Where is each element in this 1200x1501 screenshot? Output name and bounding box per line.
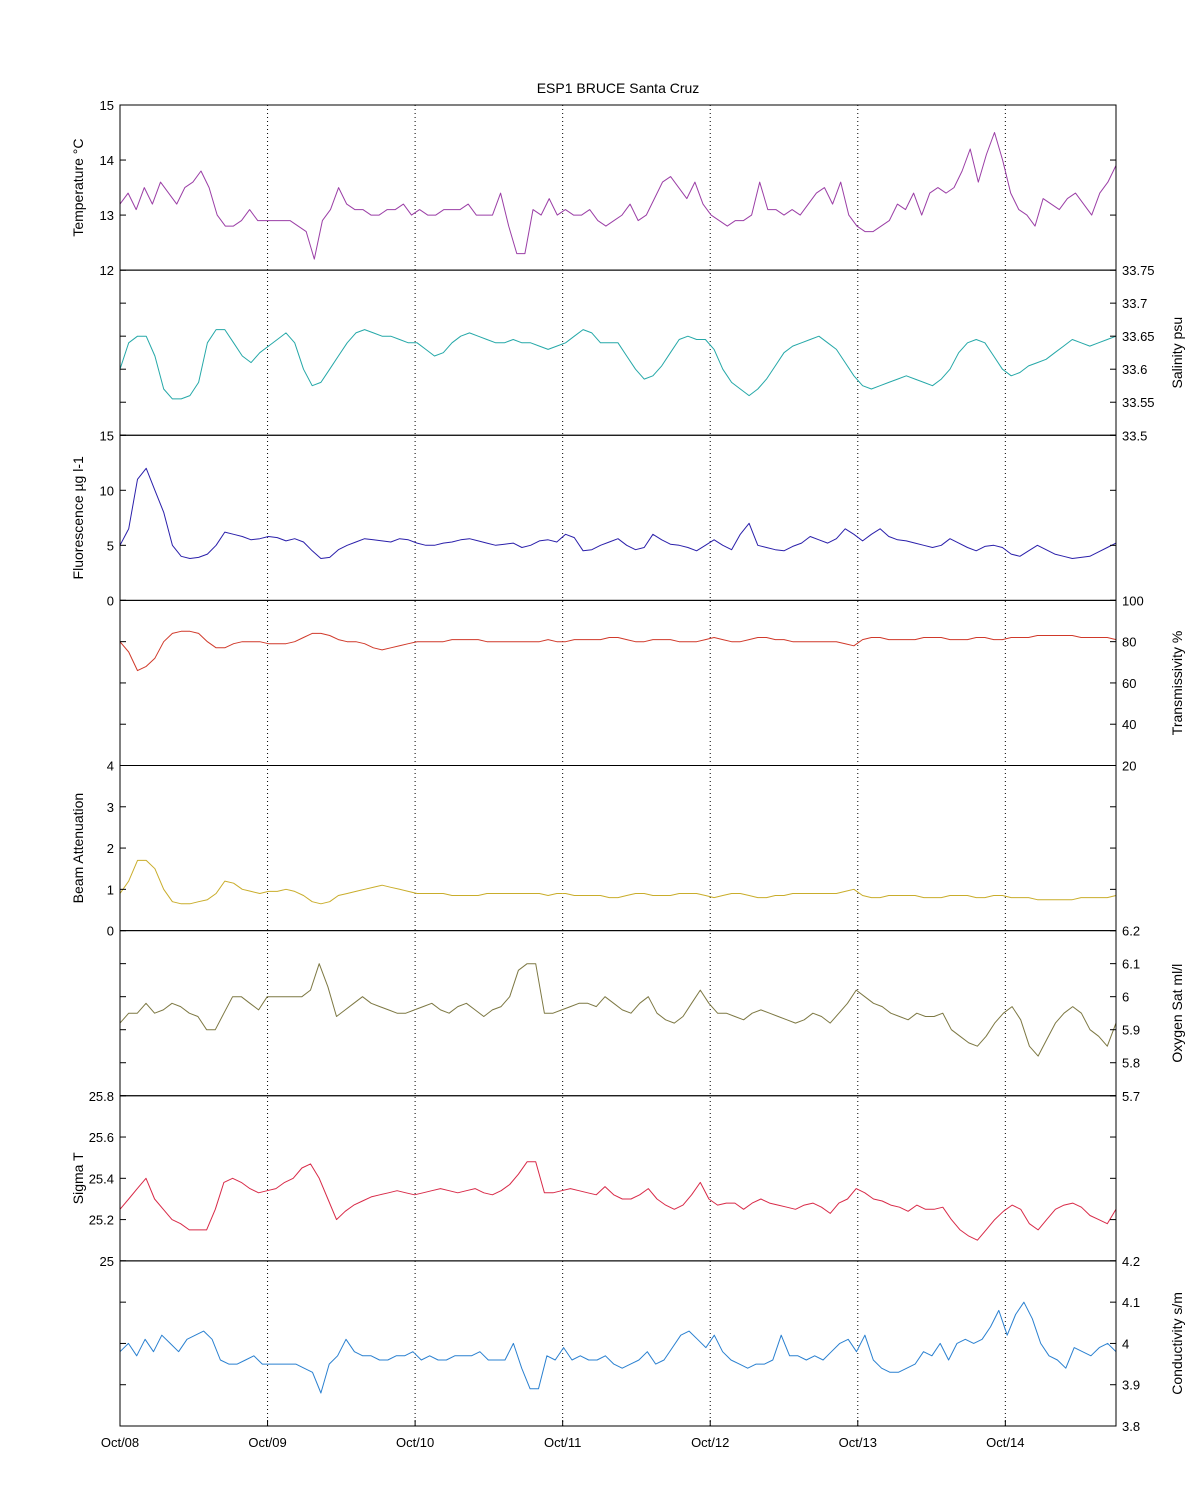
panel-5-ytick-label-0: 0 <box>107 924 114 939</box>
panel-1-ytick-label-3: 15 <box>100 98 114 113</box>
panel-5-frame <box>119 765 1117 932</box>
panel-5-axis-title: Beam Attenuation <box>70 793 86 904</box>
panel-4-frame <box>119 599 1117 766</box>
panel-7-ytick-label-0: 25 <box>100 1254 114 1269</box>
panel-6-ytick-label-4: 6.1 <box>1122 957 1140 972</box>
panel-6-ytick-label-2: 5.9 <box>1122 1023 1140 1038</box>
panel-2-ytick-label-1: 33.55 <box>1122 395 1155 410</box>
panel-3-axis-title: Fluorescence µg l-1 <box>70 456 86 579</box>
y-axis-titles: Temperature °C Salinity psu Fluorescence µ… <box>70 138 1185 1394</box>
panel-1-ytick-label-2: 14 <box>100 153 114 168</box>
panel-8-axis-title: Conductivity s/m <box>1169 1292 1185 1395</box>
panel-3-ytick-label-2: 10 <box>100 483 114 498</box>
panel-2-axis-title: Salinity psu <box>1169 317 1185 389</box>
xtick-label-6: Oct/14 <box>986 1435 1024 1450</box>
panel-1-ytick-label-1: 13 <box>100 208 114 223</box>
panel-7-ytick-label-2: 25.4 <box>89 1171 114 1186</box>
y-axis-ticks: 1213141533.533.5533.633.6533.733.7505101… <box>89 98 1155 1434</box>
panel-4-ytick-label-3: 80 <box>1122 635 1136 650</box>
panel-8-series-line <box>119 1301 1117 1394</box>
panel-6-frame <box>119 930 1117 1097</box>
panel-5-ytick-label-3: 3 <box>107 800 114 815</box>
xtick-label-0: Oct/08 <box>101 1435 139 1450</box>
panel-2-ytick-label-5: 33.75 <box>1122 263 1155 278</box>
panel-3-ytick-label-0: 0 <box>107 593 114 608</box>
panel-8-frame <box>119 1260 1117 1427</box>
panel-6-ytick-label-5: 6.2 <box>1122 924 1140 939</box>
panel-3-series-line <box>119 467 1117 559</box>
panel-2-ytick-label-4: 33.7 <box>1122 296 1147 311</box>
panel-4-series-line <box>119 630 1117 672</box>
panel-5-series-line <box>119 859 1117 905</box>
xtick-label-3: Oct/11 <box>544 1435 581 1450</box>
panel-8-ytick-label-4: 4.2 <box>1122 1254 1140 1269</box>
panel-7-ytick-label-1: 25.2 <box>89 1213 114 1228</box>
panel-4-ytick-label-2: 60 <box>1122 676 1136 691</box>
panel-6-ytick-label-1: 5.8 <box>1122 1056 1140 1071</box>
panel-6-axis-title: Oxygen Sat ml/l <box>1169 964 1185 1063</box>
panel-5-ytick-label-1: 1 <box>107 882 114 897</box>
panel-1-series-line <box>119 132 1117 260</box>
xtick-label-4: Oct/12 <box>691 1435 729 1450</box>
panel-2-ytick-label-2: 33.6 <box>1122 362 1147 377</box>
panel-6-ytick-label-3: 6 <box>1122 990 1129 1005</box>
panel-8-ytick-label-3: 4.1 <box>1122 1295 1140 1310</box>
panel-3-frame <box>119 434 1117 601</box>
panel-7-ytick-label-4: 25.8 <box>89 1089 114 1104</box>
panel-3-ytick-label-1: 5 <box>107 538 114 553</box>
panel-5-ytick-label-4: 4 <box>107 759 114 774</box>
xtick-label-2: Oct/10 <box>396 1435 434 1450</box>
panel-5-ytick-label-2: 2 <box>107 841 114 856</box>
panel-7-frame <box>119 1095 1117 1262</box>
panel-1-frame <box>119 104 1117 271</box>
chart-title: ESP1 BRUCE Santa Cruz <box>537 80 700 96</box>
panel-2-series-line <box>119 329 1117 400</box>
panel-7-axis-title: Sigma T <box>70 1152 86 1204</box>
xtick-label-1: Oct/09 <box>248 1435 286 1450</box>
panel-6-series-line <box>119 963 1117 1057</box>
panel-4-ytick-label-0: 20 <box>1122 759 1136 774</box>
panel-7-series-line <box>119 1161 1117 1241</box>
panel-8-ytick-label-0: 3.8 <box>1122 1419 1140 1434</box>
panel-3-ytick-label-3: 15 <box>100 428 114 443</box>
panel-2-frame <box>119 269 1117 436</box>
series-lines <box>119 132 1117 1394</box>
panel-7-ytick-label-3: 25.6 <box>89 1130 114 1145</box>
panel-8-ytick-label-1: 3.9 <box>1122 1378 1140 1393</box>
panel-2-ytick-label-3: 33.65 <box>1122 329 1155 344</box>
panel-4-axis-title: Transmissivity % <box>1169 631 1185 736</box>
x-axis-ticks: Oct/08 Oct/09 Oct/10 Oct/11 Oct/12 Oct/13 Oct/… <box>101 1420 1024 1450</box>
panel-1-axis-title: Temperature °C <box>70 138 86 236</box>
panel-frames <box>119 104 1117 1427</box>
panel-4-ytick-label-4: 100 <box>1122 593 1144 608</box>
panel-1-ytick-label-0: 12 <box>100 263 114 278</box>
panel-6-ytick-label-0: 5.7 <box>1122 1089 1140 1104</box>
panel-2-ytick-label-0: 33.5 <box>1122 428 1147 443</box>
xtick-label-5: Oct/13 <box>839 1435 877 1450</box>
panel-4-ytick-label-1: 40 <box>1122 717 1136 732</box>
panel-8-ytick-label-2: 4 <box>1122 1336 1129 1351</box>
